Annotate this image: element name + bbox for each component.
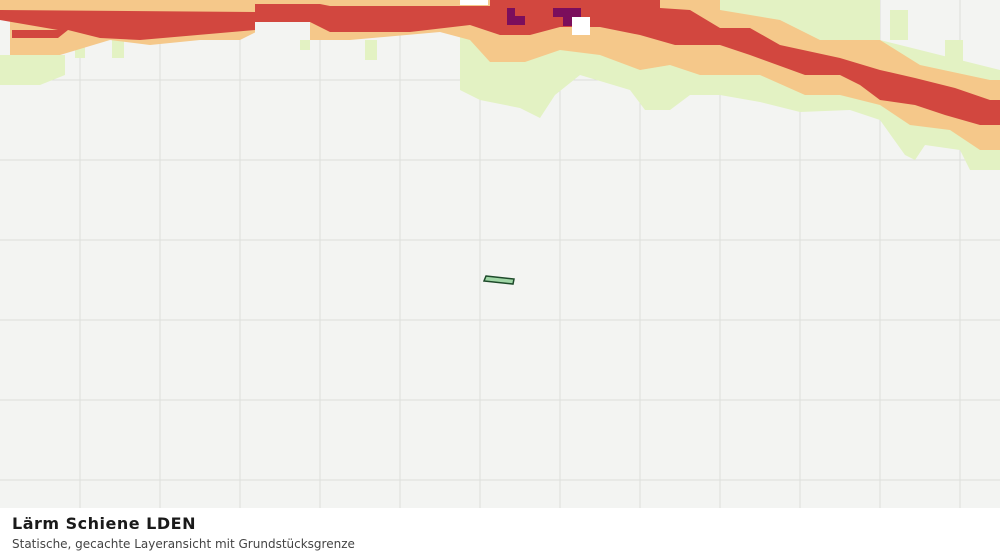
caption: Lärm Schiene LDEN Statische, gecachte La… <box>0 508 1000 560</box>
no-data-gaps <box>255 0 590 40</box>
map-subtitle: Statische, gecachte Layeransicht mit Gru… <box>12 537 355 551</box>
parcel-boundary <box>482 275 515 285</box>
noise-zone-high <box>0 0 1000 125</box>
noise-zone-very-high <box>507 8 581 26</box>
map <box>0 0 1000 508</box>
map-title: Lärm Schiene LDEN <box>12 514 196 533</box>
